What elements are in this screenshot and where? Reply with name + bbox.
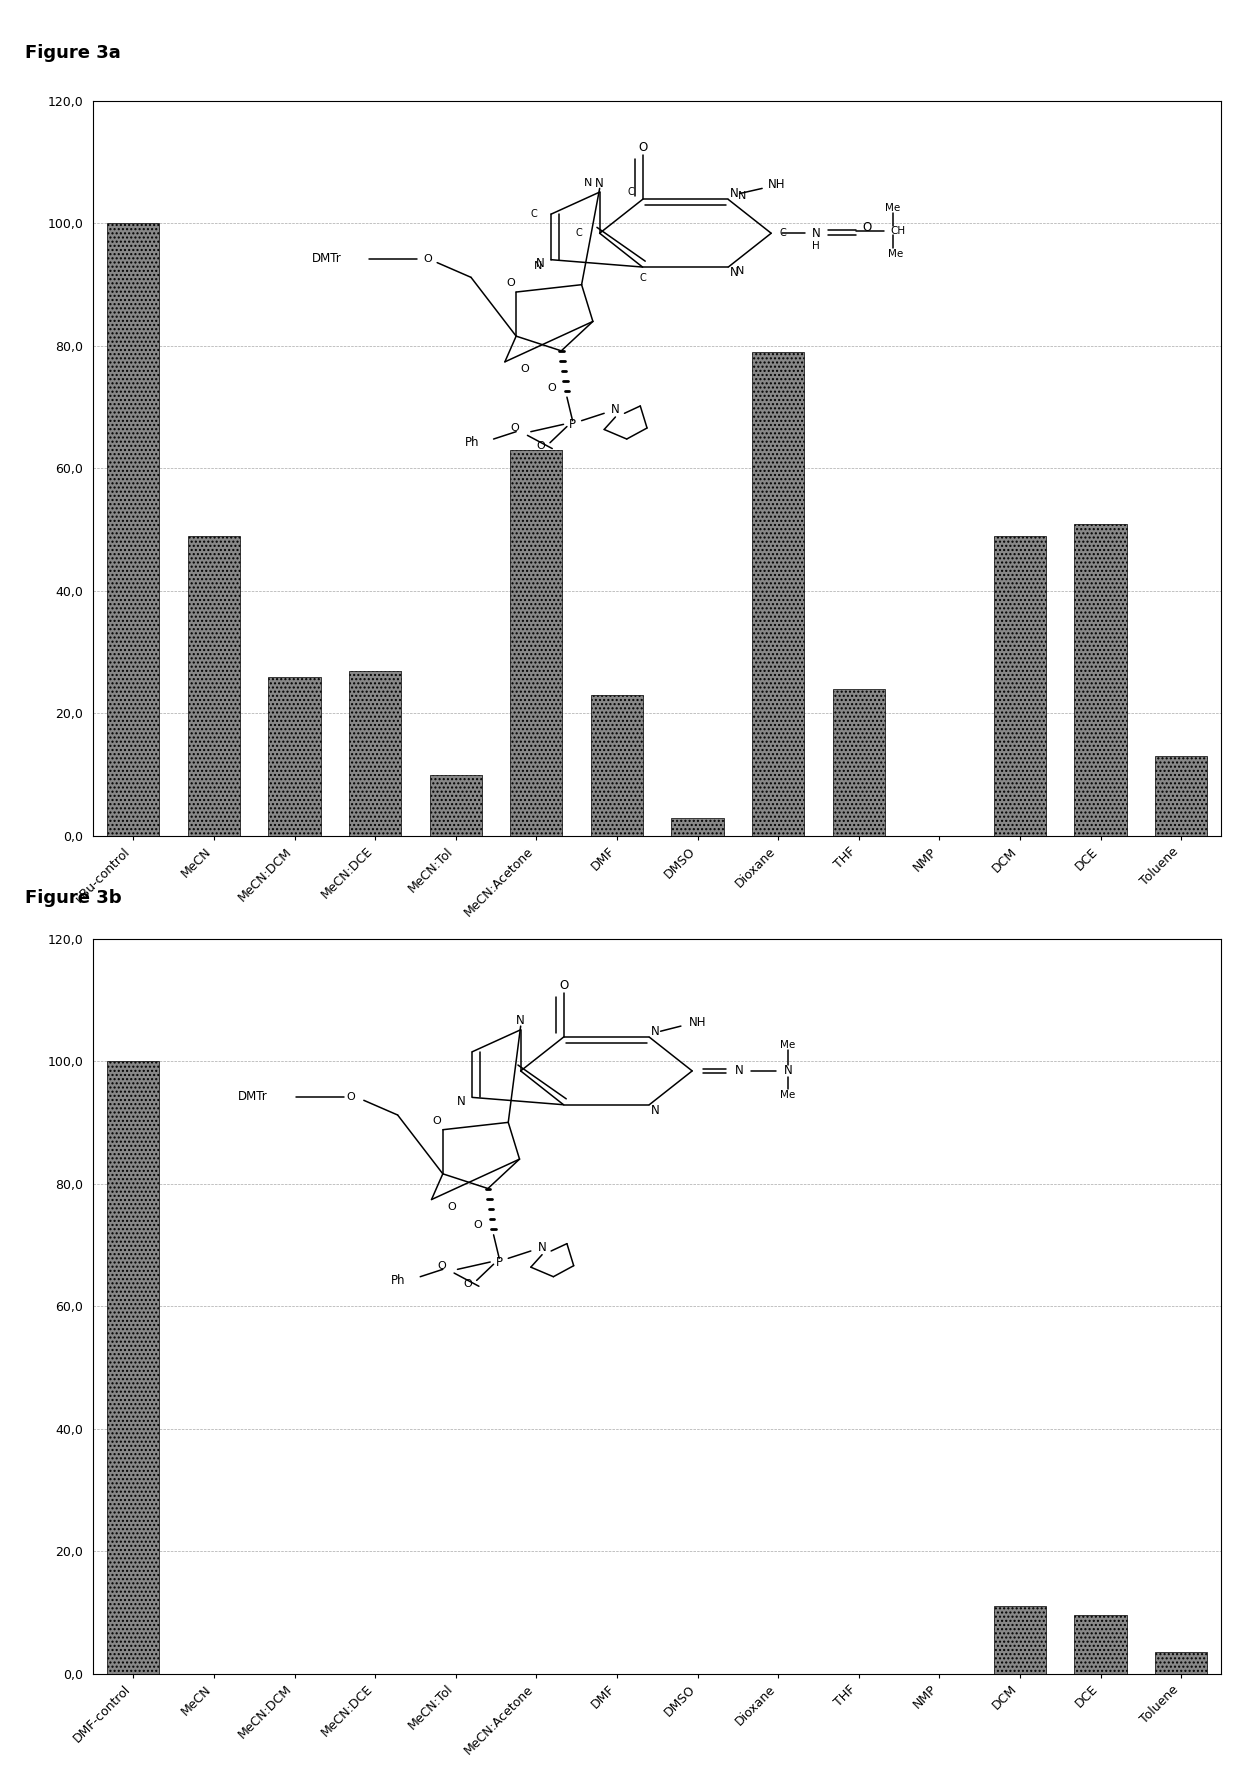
Bar: [187, 537, 241, 836]
Text: N: N: [651, 1025, 660, 1038]
Text: C: C: [575, 228, 583, 239]
Text: Ph: Ph: [465, 436, 479, 450]
Text: N: N: [729, 188, 738, 200]
Text: O: O: [637, 142, 647, 154]
Text: Me: Me: [780, 1040, 796, 1050]
Bar: [107, 223, 160, 836]
Text: O: O: [863, 221, 872, 234]
Text: O: O: [511, 423, 520, 432]
Text: C: C: [531, 209, 538, 220]
Text: N: N: [456, 1094, 465, 1107]
Text: O: O: [433, 1116, 441, 1126]
Bar: [751, 352, 805, 836]
Text: CH: CH: [890, 227, 905, 236]
Bar: [590, 694, 644, 836]
Bar: [429, 774, 482, 836]
Bar: [1154, 756, 1208, 836]
Bar: [510, 450, 563, 836]
Text: Ph: Ph: [391, 1273, 405, 1288]
Text: NH: NH: [768, 179, 785, 191]
Text: P: P: [496, 1256, 502, 1268]
Text: Me: Me: [885, 202, 900, 213]
Text: DMTr: DMTr: [238, 1091, 268, 1103]
Text: O: O: [346, 1091, 355, 1102]
Text: N: N: [784, 1064, 792, 1077]
Text: N: N: [516, 1015, 525, 1027]
Text: O: O: [537, 441, 546, 452]
Bar: [1074, 524, 1127, 836]
Text: Figure 3a: Figure 3a: [25, 44, 120, 62]
Bar: [671, 818, 724, 836]
Text: O: O: [521, 365, 529, 374]
Text: C: C: [627, 188, 635, 197]
Text: C: C: [779, 228, 786, 239]
Bar: [993, 1606, 1047, 1674]
Bar: [268, 677, 321, 836]
Text: N: N: [729, 266, 738, 280]
Text: Me: Me: [780, 1091, 796, 1100]
Text: N: N: [812, 227, 821, 239]
Text: N: N: [595, 177, 604, 189]
Text: N: N: [533, 260, 542, 271]
Text: O: O: [464, 1279, 472, 1289]
Text: O: O: [438, 1261, 446, 1270]
Text: N: N: [536, 257, 544, 269]
Text: H: H: [812, 241, 820, 251]
Text: Me: Me: [888, 248, 903, 259]
Bar: [107, 1061, 160, 1674]
Text: O: O: [547, 383, 556, 393]
Text: NH: NH: [688, 1017, 707, 1029]
Text: C: C: [639, 273, 646, 283]
Text: N: N: [584, 179, 593, 188]
Text: O: O: [424, 253, 433, 264]
Text: N: N: [611, 404, 620, 416]
Text: Figure 3b: Figure 3b: [25, 889, 122, 907]
Text: O: O: [474, 1220, 482, 1231]
Text: P: P: [569, 418, 577, 430]
Text: N: N: [651, 1103, 660, 1118]
Bar: [832, 689, 885, 836]
Bar: [1074, 1615, 1127, 1674]
Text: N: N: [738, 191, 746, 200]
Text: O: O: [559, 979, 568, 992]
Bar: [993, 537, 1047, 836]
Text: N: N: [735, 266, 744, 276]
Text: N: N: [538, 1241, 547, 1254]
Text: DMTr: DMTr: [311, 253, 341, 266]
Text: O: O: [506, 278, 515, 289]
Text: O: O: [448, 1203, 456, 1211]
Text: N: N: [735, 1064, 744, 1077]
Bar: [348, 671, 402, 836]
Bar: [1154, 1652, 1208, 1674]
